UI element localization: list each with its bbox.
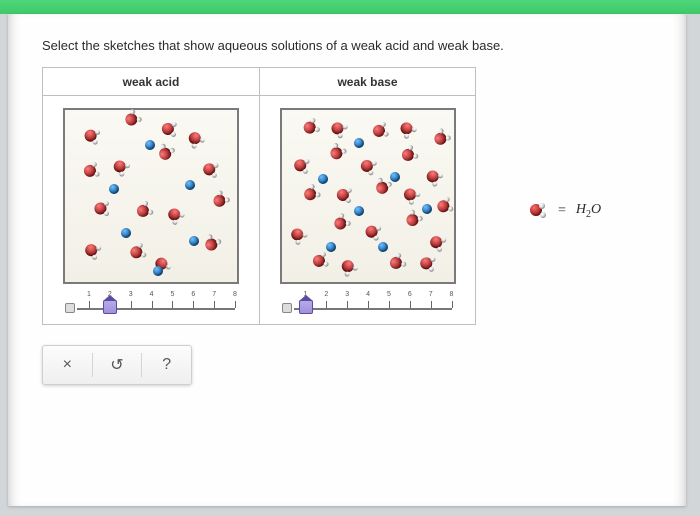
solution-beaker[interactable] (280, 108, 456, 284)
slider-tick-label: 6 (408, 291, 412, 298)
slider-tick-label: 4 (366, 291, 370, 298)
slider-tick (431, 301, 432, 308)
slider-tick-label: 8 (450, 291, 454, 298)
help-icon: ? (162, 356, 171, 374)
solute-ion (390, 172, 400, 182)
app-topbar (0, 0, 700, 14)
solution-beaker[interactable] (63, 108, 239, 284)
solute-ion (189, 236, 199, 246)
slider-tick-label: 7 (212, 291, 216, 298)
legend: = H2O (530, 202, 601, 220)
sketch-panels: weak acid12345678weak base12345678 (42, 67, 476, 325)
solute-ion (326, 242, 336, 252)
panel-title: weak base (260, 68, 475, 96)
solute-ion (145, 140, 155, 150)
help-button[interactable]: ? (142, 346, 191, 384)
slider-tick-label: 2 (324, 291, 328, 298)
undo-button[interactable]: ↺ (93, 346, 142, 384)
solute-ion (378, 242, 388, 252)
solute-ion (422, 204, 432, 214)
slider-tick-label: 6 (191, 291, 195, 298)
slider-tick (368, 301, 369, 308)
slider-tick-label: 3 (345, 291, 349, 298)
beaker-area: 12345678 (280, 96, 456, 324)
slider-tick-label: 5 (170, 291, 174, 298)
legend-formula: H2O (576, 202, 601, 220)
solute-ion (153, 266, 163, 276)
slider-tick (235, 301, 236, 308)
slider-tick-label: 3 (129, 291, 133, 298)
solute-ion (109, 184, 119, 194)
solute-ion (354, 206, 364, 216)
solute-ion (121, 228, 131, 238)
slider-tick-label: 8 (233, 291, 237, 298)
slider-tick-label: 4 (150, 291, 154, 298)
slider-endcap (65, 303, 75, 313)
slider-tick (89, 301, 90, 308)
slider-tick-label: 5 (387, 291, 391, 298)
panel-title: weak acid (43, 68, 259, 96)
close-button[interactable]: × (43, 346, 92, 384)
legend-equals: = (558, 203, 566, 219)
slider-tick (172, 301, 173, 308)
solute-ion (318, 174, 328, 184)
water-icon (530, 204, 548, 218)
undo-icon: ↺ (110, 355, 123, 375)
slider-endcap (282, 303, 292, 313)
slider-tick (326, 301, 327, 308)
close-icon: × (63, 356, 72, 374)
slider-knob[interactable] (299, 300, 313, 314)
slider-tick (131, 301, 132, 308)
concentration-slider[interactable]: 12345678 (63, 290, 239, 318)
slider-knob[interactable] (103, 300, 117, 314)
solute-ion (354, 138, 364, 148)
sketch-panel: weak base12345678 (259, 68, 475, 324)
slider-tick-label: 7 (429, 291, 433, 298)
question-prompt: Select the sketches that show aqueous so… (42, 38, 660, 53)
slider-tick (214, 301, 215, 308)
action-toolbar: × ↺ ? (42, 345, 192, 385)
concentration-slider[interactable]: 12345678 (280, 290, 456, 318)
slider-tick (193, 301, 194, 308)
slider-tick (347, 301, 348, 308)
solute-ion (185, 180, 195, 190)
page: Select the sketches that show aqueous so… (8, 14, 686, 506)
slider-tick (152, 301, 153, 308)
slider-tick-label: 1 (87, 291, 91, 298)
slider-tick (410, 301, 411, 308)
beaker-area: 12345678 (63, 96, 239, 324)
slider-tick (452, 301, 453, 308)
sketch-panel: weak acid12345678 (43, 68, 259, 324)
slider-tick (389, 301, 390, 308)
